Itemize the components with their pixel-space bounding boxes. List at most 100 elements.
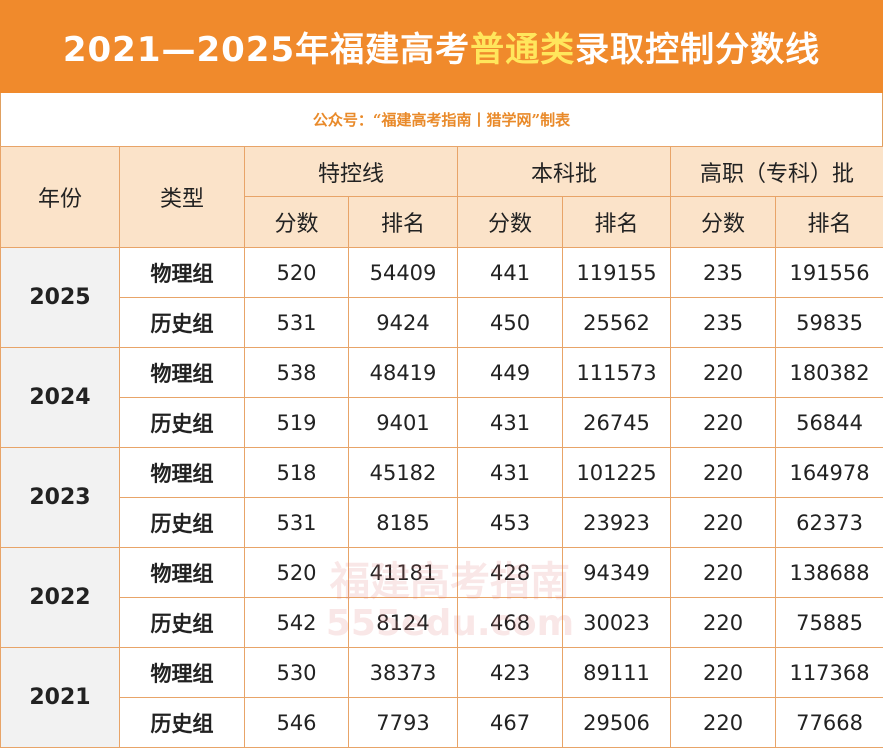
value-cell: 191556 [775,247,883,298]
value-cell: 8124 [347,597,459,648]
table-row: 2021 物理组 530 38373 423 89111 220 117368 [0,647,883,748]
value-cell: 77668 [775,697,883,748]
header-score: 分数 [457,196,564,248]
title-prefix: 2021—2025年福建高考 [62,30,471,70]
table-row: 2023 物理组 518 45182 431 101225 220 164978 [0,447,883,548]
value-cell: 220 [670,397,777,448]
value-cell: 453 [457,497,564,548]
value-cell: 467 [457,697,564,748]
header-group-vocational: 高职（专科）批 [670,146,883,197]
value-cell: 62373 [775,497,883,548]
value-cell: 431 [457,447,564,498]
value-cell: 101225 [562,447,672,498]
value-cell: 220 [670,447,777,498]
value-cell: 59835 [775,297,883,348]
value-cell: 220 [670,647,777,698]
value-cell: 9401 [347,397,459,448]
header-rank: 排名 [562,196,672,248]
value-cell: 531 [244,497,349,548]
score-table: 年份 类型 特控线 本科批 高职（专科）批 分数 排名 分数 排名 分数 排名 … [0,146,883,748]
table-row: 2024 物理组 538 48419 449 111573 220 180382 [0,347,883,448]
header-score: 分数 [244,196,349,248]
category-cell: 物理组 [119,647,245,698]
title-suffix: 录取控制分数线 [575,30,821,70]
page-title: 2021—2025年福建高考 普通类 录取控制分数线 [0,0,883,93]
value-cell: 164978 [775,447,883,498]
value-cell: 546 [244,697,349,748]
category-cell: 物理组 [119,447,245,498]
value-cell: 26745 [562,397,672,448]
header-rank: 排名 [775,196,883,248]
table-row: 历史组 519 9401 431 26745 220 56844 [1,397,883,448]
year-cell: 2023 [0,447,120,548]
value-cell: 111573 [562,347,672,398]
value-cell: 138688 [775,547,883,598]
value-cell: 220 [670,347,777,398]
value-cell: 89111 [562,647,672,698]
value-cell: 449 [457,347,564,398]
value-cell: 54409 [347,247,459,298]
year-cell: 2024 [0,347,120,448]
table-row: 历史组 531 9424 450 25562 235 59835 [1,297,883,348]
title-highlight: 普通类 [470,30,576,70]
value-cell: 220 [670,547,777,598]
value-cell: 468 [457,597,564,648]
year-cell: 2025 [0,247,120,348]
category-cell: 历史组 [119,597,245,648]
value-cell: 235 [670,247,777,298]
value-cell: 542 [244,597,349,648]
value-cell: 25562 [562,297,672,348]
value-cell: 428 [457,547,564,598]
table-body: 2025 物理组 520 54409 441 119155 235 191556… [0,247,883,748]
table-row: 历史组 542 8124 468 30023 220 75885 [1,597,883,648]
header-score: 分数 [670,196,777,248]
value-cell: 9424 [347,297,459,348]
category-cell: 历史组 [119,297,245,348]
value-cell: 29506 [562,697,672,748]
value-cell: 518 [244,447,349,498]
source-caption: 公众号：“福建高考指南丨猎学网”制表 [0,93,883,147]
category-cell: 历史组 [119,497,245,548]
value-cell: 56844 [775,397,883,448]
table-row: 2025 物理组 520 54409 441 119155 235 191556 [0,247,883,348]
value-cell: 235 [670,297,777,348]
value-cell: 423 [457,647,564,698]
value-cell: 94349 [562,547,672,598]
year-cell: 2022 [0,547,120,648]
value-cell: 119155 [562,247,672,298]
table-row: 历史组 546 7793 467 29506 220 77668 [1,697,883,748]
value-cell: 538 [244,347,349,398]
value-cell: 220 [670,697,777,748]
value-cell: 75885 [775,597,883,648]
value-cell: 117368 [775,647,883,698]
value-cell: 531 [244,297,349,348]
value-cell: 30023 [562,597,672,648]
value-cell: 520 [244,247,349,298]
value-cell: 23923 [562,497,672,548]
value-cell: 38373 [347,647,459,698]
header-category: 类型 [119,146,245,248]
value-cell: 41181 [347,547,459,598]
category-cell: 物理组 [119,347,245,398]
value-cell: 450 [457,297,564,348]
header-group-undergrad: 本科批 [457,146,672,197]
value-cell: 180382 [775,347,883,398]
header-group-special: 特控线 [243,146,459,197]
header-rank: 排名 [347,196,459,248]
value-cell: 48419 [347,347,459,398]
category-cell: 历史组 [119,397,245,448]
value-cell: 8185 [347,497,459,548]
table-row: 2022 物理组 520 41181 428 94349 220 138688 [0,547,883,648]
value-cell: 220 [670,497,777,548]
category-cell: 物理组 [119,547,245,598]
value-cell: 519 [244,397,349,448]
category-cell: 历史组 [119,697,245,748]
table-row: 历史组 531 8185 453 23923 220 62373 [1,497,883,548]
value-cell: 45182 [347,447,459,498]
value-cell: 441 [457,247,564,298]
category-cell: 物理组 [119,247,245,298]
value-cell: 530 [244,647,349,698]
value-cell: 431 [457,397,564,448]
header-year: 年份 [0,146,120,248]
